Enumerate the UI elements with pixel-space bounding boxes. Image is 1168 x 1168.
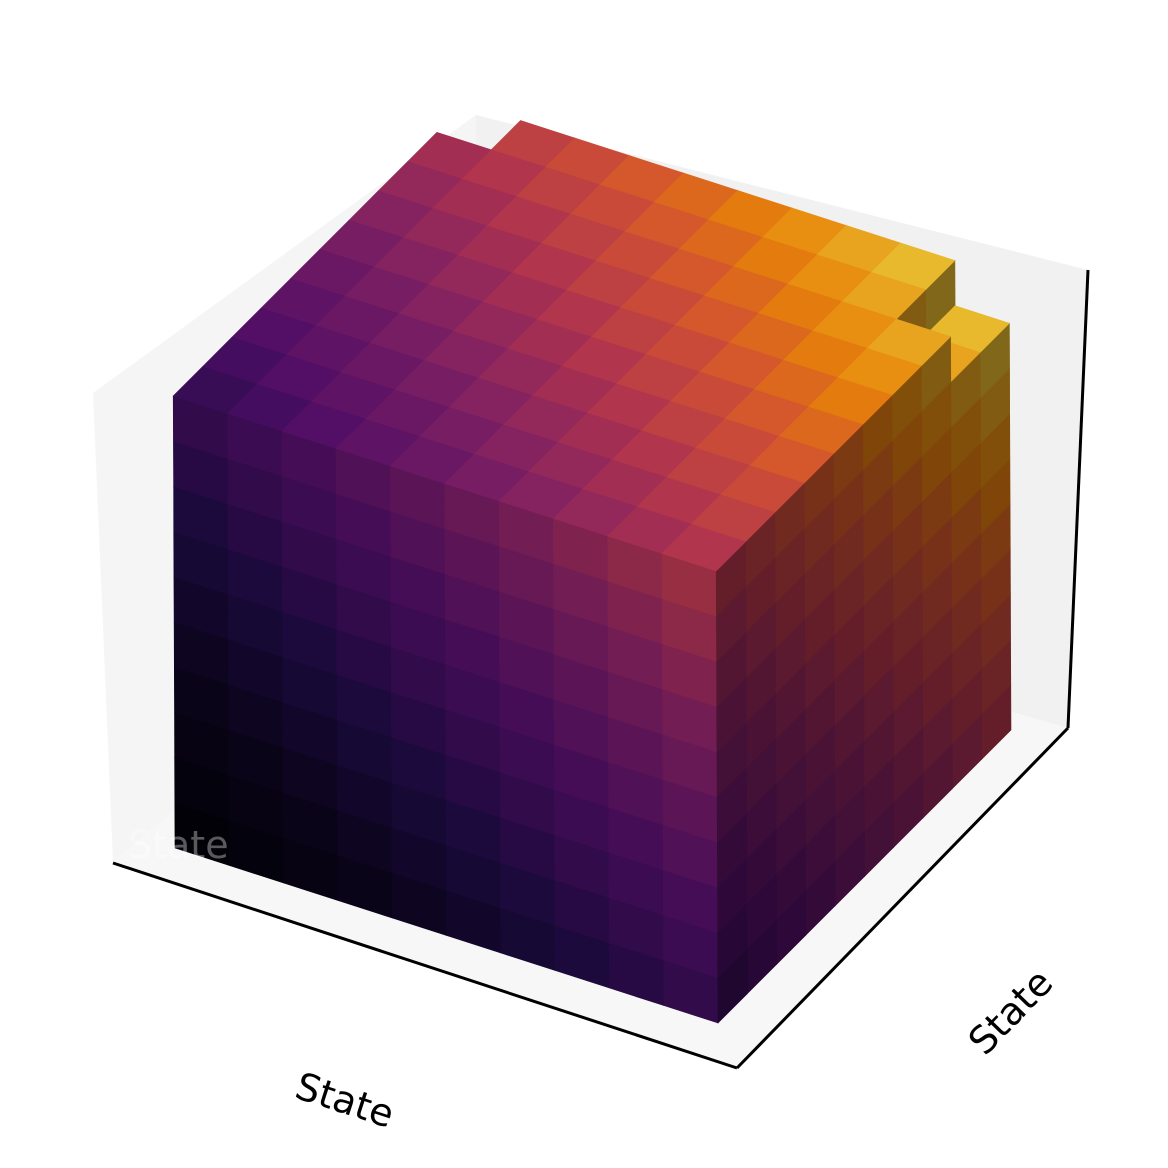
voxel-top-face — [661, 523, 747, 572]
y-axis-line — [735, 726, 1070, 1070]
axis-lines — [112, 269, 1090, 1070]
y-axis-label: State — [960, 960, 1062, 1063]
voxel-grid — [172, 120, 1012, 1024]
x-axis-label: State — [290, 1064, 399, 1137]
x-axis-line — [112, 861, 738, 1070]
z-axis-label: State — [128, 823, 229, 867]
z-axis-line — [1066, 269, 1090, 729]
